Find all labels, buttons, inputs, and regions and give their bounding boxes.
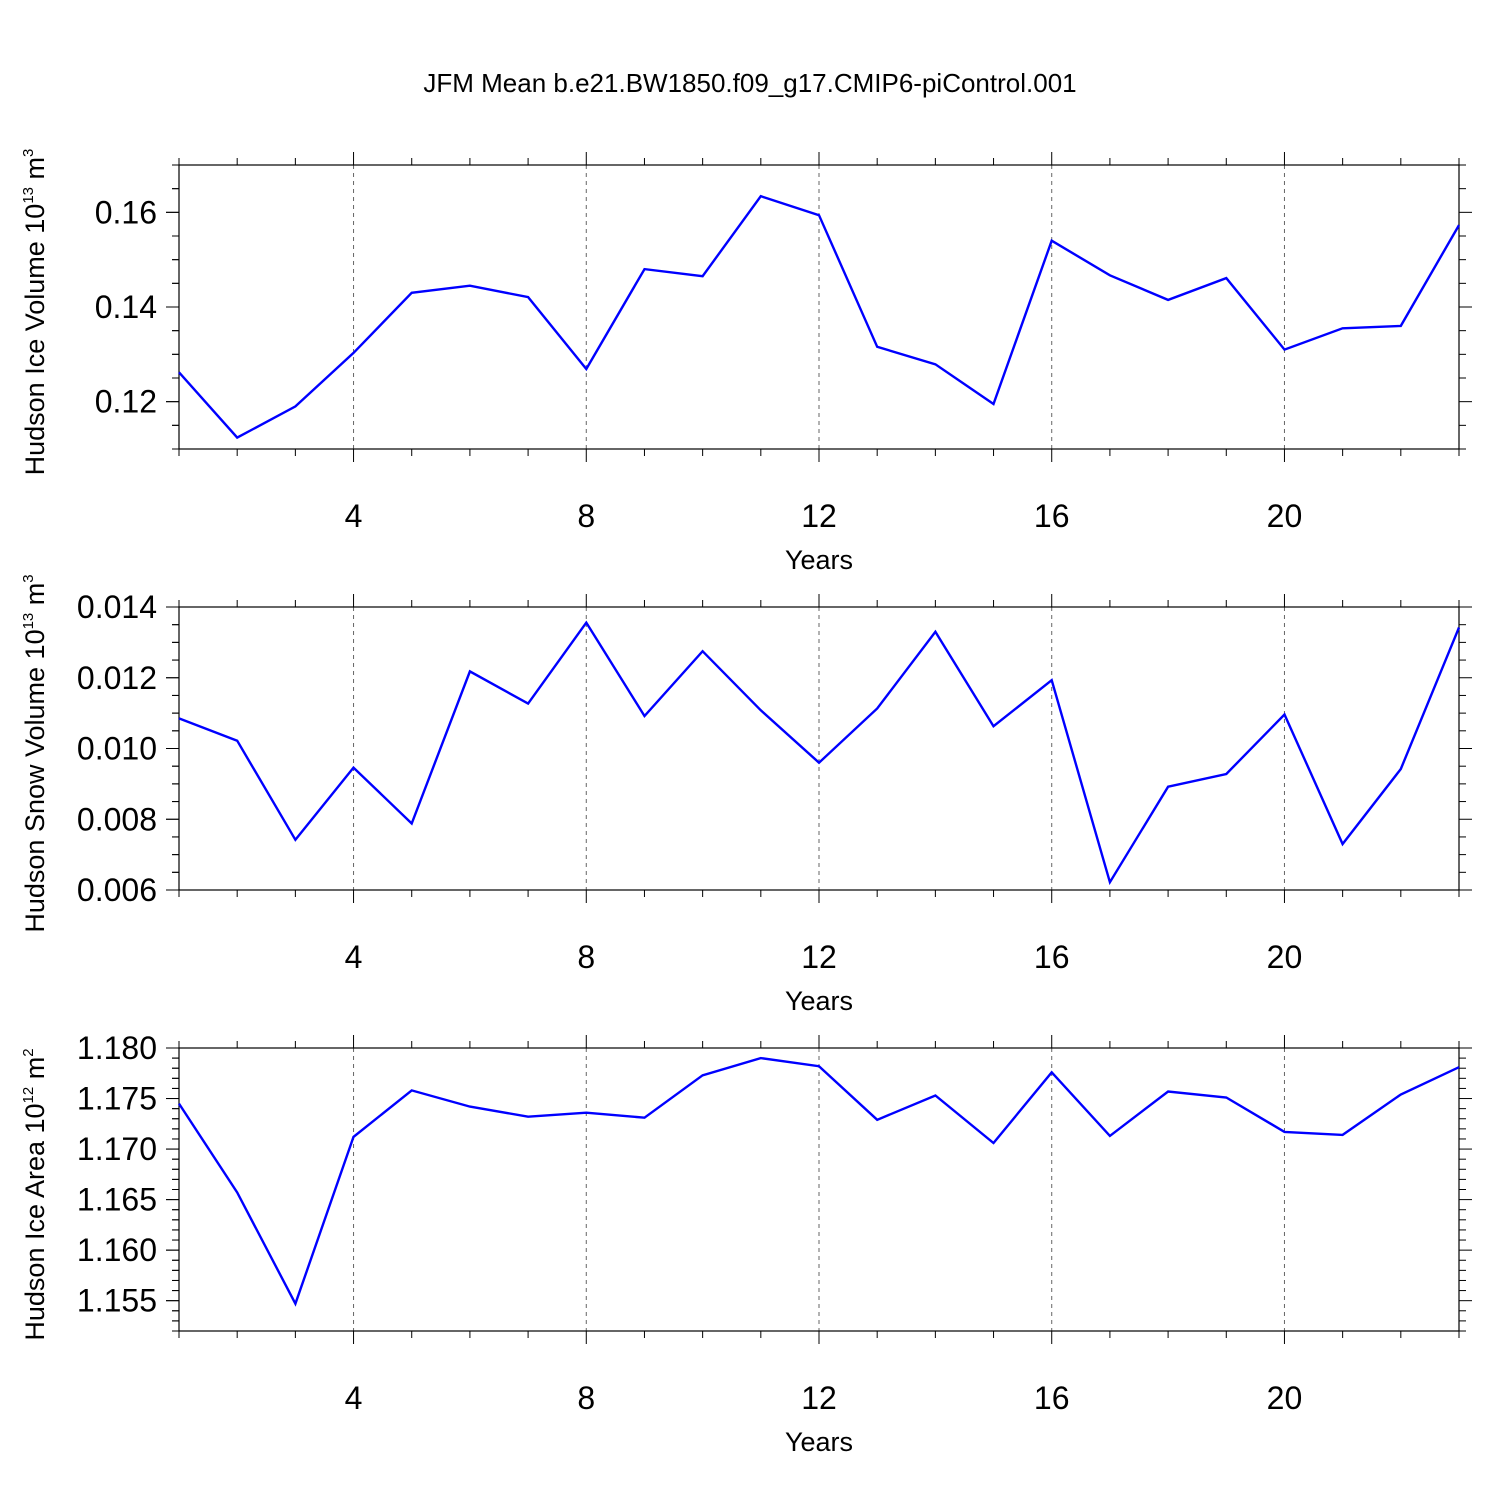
y-axis-title: Hudson Ice Volume 1013 m3 — [20, 149, 50, 476]
y-axis-title-main: Hudson Ice Volume 10 — [20, 204, 50, 476]
plot-frame — [178, 164, 1460, 450]
x-axis-title: Years — [785, 986, 853, 1016]
x-tick-label: 16 — [1034, 1380, 1070, 1416]
series-line — [178, 620, 1461, 886]
y-tick-label: 1.180 — [77, 1030, 157, 1066]
y-tick-label: 0.012 — [77, 660, 157, 696]
y-axis-title-exponent: 13 — [20, 187, 37, 204]
y-axis-title-unit: m — [20, 1057, 50, 1087]
y-axis-title-exponent: 13 — [20, 613, 37, 630]
plot-frame — [178, 606, 1460, 891]
x-tick-label: 4 — [345, 1380, 363, 1416]
y-tick-label: 0.010 — [77, 731, 157, 767]
series-line — [177, 1056, 1460, 1307]
x-tick-label: 12 — [801, 1380, 837, 1416]
x-tick-label: 8 — [577, 939, 595, 975]
y-tick-label: 0.008 — [77, 801, 157, 837]
y-tick-label: 0.014 — [77, 589, 157, 625]
x-axis-title: Years — [785, 1427, 853, 1457]
y-tick-label: 1.160 — [77, 1232, 157, 1268]
x-tick-label: 8 — [577, 498, 595, 534]
x-tick-label: 20 — [1267, 498, 1303, 534]
y-axis-title-main: Hudson Ice Area 10 — [20, 1103, 50, 1340]
x-tick-label: 8 — [577, 1380, 595, 1416]
y-tick-label: 1.165 — [77, 1182, 157, 1218]
y-axis-title-unit: m — [20, 157, 50, 187]
x-axis-title: Years — [785, 545, 853, 575]
y-axis-title-unit-exponent: 3 — [20, 149, 37, 157]
y-axis-title-unit-exponent: 3 — [20, 574, 37, 582]
chart-panel-3: 1.155 1.160 1.165 1.170 1.175 1.180 4 8 12 16 20 Ye… — [20, 1030, 1472, 1457]
x-tick-label: 12 — [801, 939, 837, 975]
x-tick-label: 16 — [1034, 939, 1070, 975]
x-tick-label: 4 — [345, 939, 363, 975]
series-line — [178, 194, 1461, 440]
y-axis-title: Hudson Snow Volume 1013 m3 — [20, 574, 50, 932]
x-tick-label: 20 — [1267, 939, 1303, 975]
x-tick-label: 16 — [1034, 498, 1070, 534]
y-axis-title-main: Hudson Snow Volume 10 — [20, 629, 50, 932]
y-tick-label: 0.006 — [77, 872, 157, 908]
chart-panel-1: 0.12 0.14 0.16 4 8 12 16 20 Years Hudson Ice Volu… — [20, 149, 1472, 575]
y-axis-title: Hudson Ice Area 1012 m2 — [20, 1048, 50, 1340]
y-axis-title-unit: m — [20, 583, 50, 613]
y-axis-title-unit-exponent: 2 — [20, 1048, 37, 1056]
y-tick-label: 1.175 — [77, 1081, 157, 1117]
x-tick-label: 4 — [345, 498, 363, 534]
figure-title: JFM Mean b.e21.BW1850.f09_g17.CMIP6-piCo… — [423, 68, 1076, 98]
y-tick-label: 0.12 — [95, 384, 157, 420]
y-axis-title-exponent: 12 — [20, 1087, 37, 1104]
plot-frame — [178, 1047, 1460, 1332]
chart-panel-2: 0.006 0.008 0.010 0.012 0.014 4 8 12 16 20 Years Hu… — [20, 574, 1472, 1016]
x-tick-label: 20 — [1267, 1380, 1303, 1416]
x-tick-label: 12 — [801, 498, 837, 534]
y-tick-label: 0.16 — [95, 194, 157, 230]
y-tick-label: 1.170 — [77, 1131, 157, 1167]
y-tick-label: 1.155 — [77, 1283, 157, 1319]
y-tick-label: 0.14 — [95, 289, 157, 325]
